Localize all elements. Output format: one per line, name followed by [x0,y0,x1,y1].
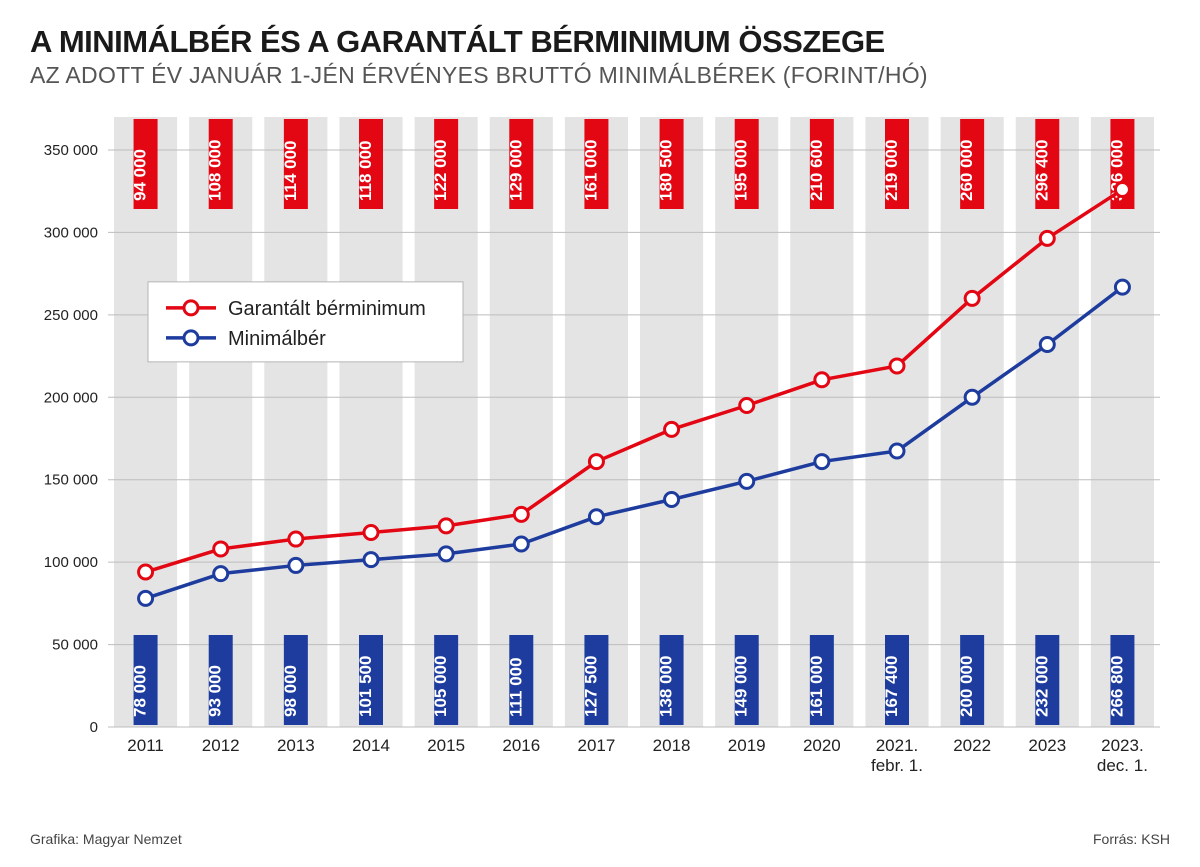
x-tick-label: 2017 [578,736,616,755]
x-tick-label: 2015 [427,736,465,755]
bottom-flag-value: 161 000 [807,656,826,717]
x-tick-label: 2020 [803,736,841,755]
bottom-flag-value: 111 000 [506,657,525,717]
top-flag-value: 296 400 [1032,140,1051,201]
bottom-flag-value: 127 500 [581,656,600,717]
bottom-flag-value: 200 000 [957,656,976,717]
x-tick-label: 2023 [1028,736,1066,755]
top-flag-value: 219 000 [882,140,901,201]
footer-credit: Grafika: Magyar Nemzet [30,831,182,847]
y-tick-label: 200 000 [44,389,98,406]
bottom-flag-value: 149 000 [732,656,751,717]
x-tick-label: 2018 [653,736,691,755]
chart-title: A MINIMÁLBÉR ÉS A GARANTÁLT BÉRMINIMUM Ö… [30,24,1170,60]
y-tick-label: 300 000 [44,224,98,241]
bottom-flag-value: 93 000 [206,665,225,717]
y-tick-label: 250 000 [44,307,98,324]
y-tick-label: 0 [90,719,98,736]
top-flag-value: 118 000 [356,140,375,201]
y-tick-label: 50 000 [52,637,98,654]
y-tick-label: 100 000 [44,554,98,571]
top-flag-value: 180 500 [657,140,676,201]
x-tick-label: 2023. [1101,736,1144,755]
bottom-flag-value: 98 000 [281,665,300,717]
legend-series-2: Minimálbér [228,328,326,350]
top-flag-value: 122 000 [431,140,450,201]
top-flag-value: 210 600 [807,140,826,201]
x-tick-label: 2019 [728,736,766,755]
chart-footer: Grafika: Magyar Nemzet Forrás: KSH [30,831,1170,847]
bottom-flag-value: 266 800 [1107,656,1126,717]
x-tick-label: 2021. [876,736,919,755]
top-flag-value: 161 000 [581,140,600,201]
top-flag-value: 114 000 [281,140,300,201]
top-flag-value: 260 000 [957,140,976,201]
top-flag-value: 108 000 [206,140,225,201]
y-tick-label: 150 000 [44,472,98,489]
bottom-flag-value: 78 000 [131,665,150,717]
chart-svg: 0 50 000 100 000 150 000 200 000 250 000 300 0… [30,107,1170,807]
bottom-flag-value: 232 000 [1032,656,1051,717]
bottom-flag-value: 105 000 [431,656,450,717]
chart-subtitle: AZ ADOTT ÉV JANUÁR 1-JÉN ÉRVÉNYES BRUTTÓ… [30,62,1170,89]
x-tick-label: 2012 [202,736,240,755]
footer-source: Forrás: KSH [1093,831,1170,847]
chart-plot-area: 0 50 000 100 000 150 000 200 000 250 000 300 0… [30,107,1170,821]
chart-container: A MINIMÁLBÉR ÉS A GARANTÁLT BÉRMINIMUM Ö… [0,0,1200,867]
x-tick-label: 2016 [502,736,540,755]
top-flag-value: 94 000 [131,149,150,201]
bottom-flag-value: 138 000 [657,656,676,717]
x-tick-label: 2011 [127,736,164,755]
bottom-flag-value: 101 500 [356,656,375,717]
legend-series-1: Garantált bérminimum [228,298,426,320]
bottom-flag-value: 167 400 [882,656,901,717]
top-flag-value: 195 000 [732,140,751,201]
x-tick-label: 2022 [953,736,991,755]
y-tick-label: 350 000 [44,142,98,159]
top-flag-value: 129 000 [506,140,525,201]
x-tick-label: 2013 [277,736,315,755]
x-tick-label: 2014 [352,736,390,755]
x-tick-label-2: dec. 1. [1097,756,1148,775]
x-tick-label-2: febr. 1. [871,756,923,775]
